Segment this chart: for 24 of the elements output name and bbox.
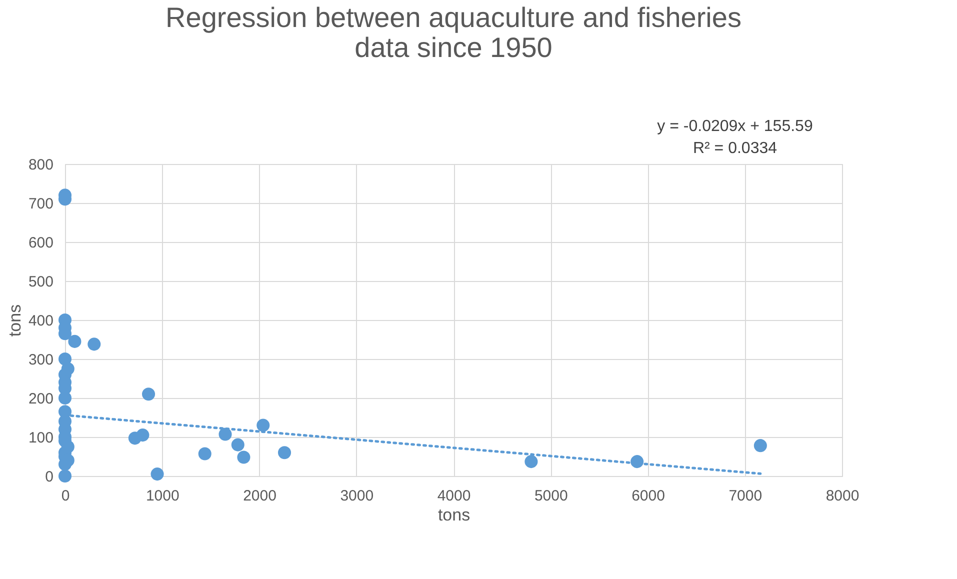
x-tick-label: 3000 xyxy=(340,488,374,504)
x-tick-label: 4000 xyxy=(437,488,471,504)
y-tick-label: 0 xyxy=(45,468,54,486)
text: R² = 0.0334 xyxy=(692,140,778,157)
x-tick-label: 5000 xyxy=(534,488,568,504)
x-tick-label: 6000 xyxy=(632,488,665,504)
y-tick-label: 600 xyxy=(28,234,54,252)
y-tick-label: 800 xyxy=(28,156,54,174)
x-tick-label: 0 xyxy=(61,488,70,504)
y-tick-label: 500 xyxy=(28,274,54,290)
text: data since 1950 xyxy=(354,32,552,63)
y-axis-title: tons xyxy=(5,304,24,337)
text: Regression between aquaculture and fisheries xyxy=(166,2,742,33)
text: y = -0.0209x + 155.59 xyxy=(657,118,813,135)
x-tick-label: 2000 xyxy=(243,488,276,504)
y-tick-label: 700 xyxy=(28,196,54,212)
x-tick-label: 7000 xyxy=(728,488,762,504)
y-tick-label: 400 xyxy=(28,312,54,330)
y-tick-label: 100 xyxy=(28,430,54,446)
y-tick-label: 300 xyxy=(28,352,54,368)
x-tick-label: 8000 xyxy=(826,488,860,504)
x-axis-title: tons xyxy=(438,506,470,524)
y-tick-label: 200 xyxy=(28,390,54,408)
x-tick-label: 1000 xyxy=(146,488,180,504)
